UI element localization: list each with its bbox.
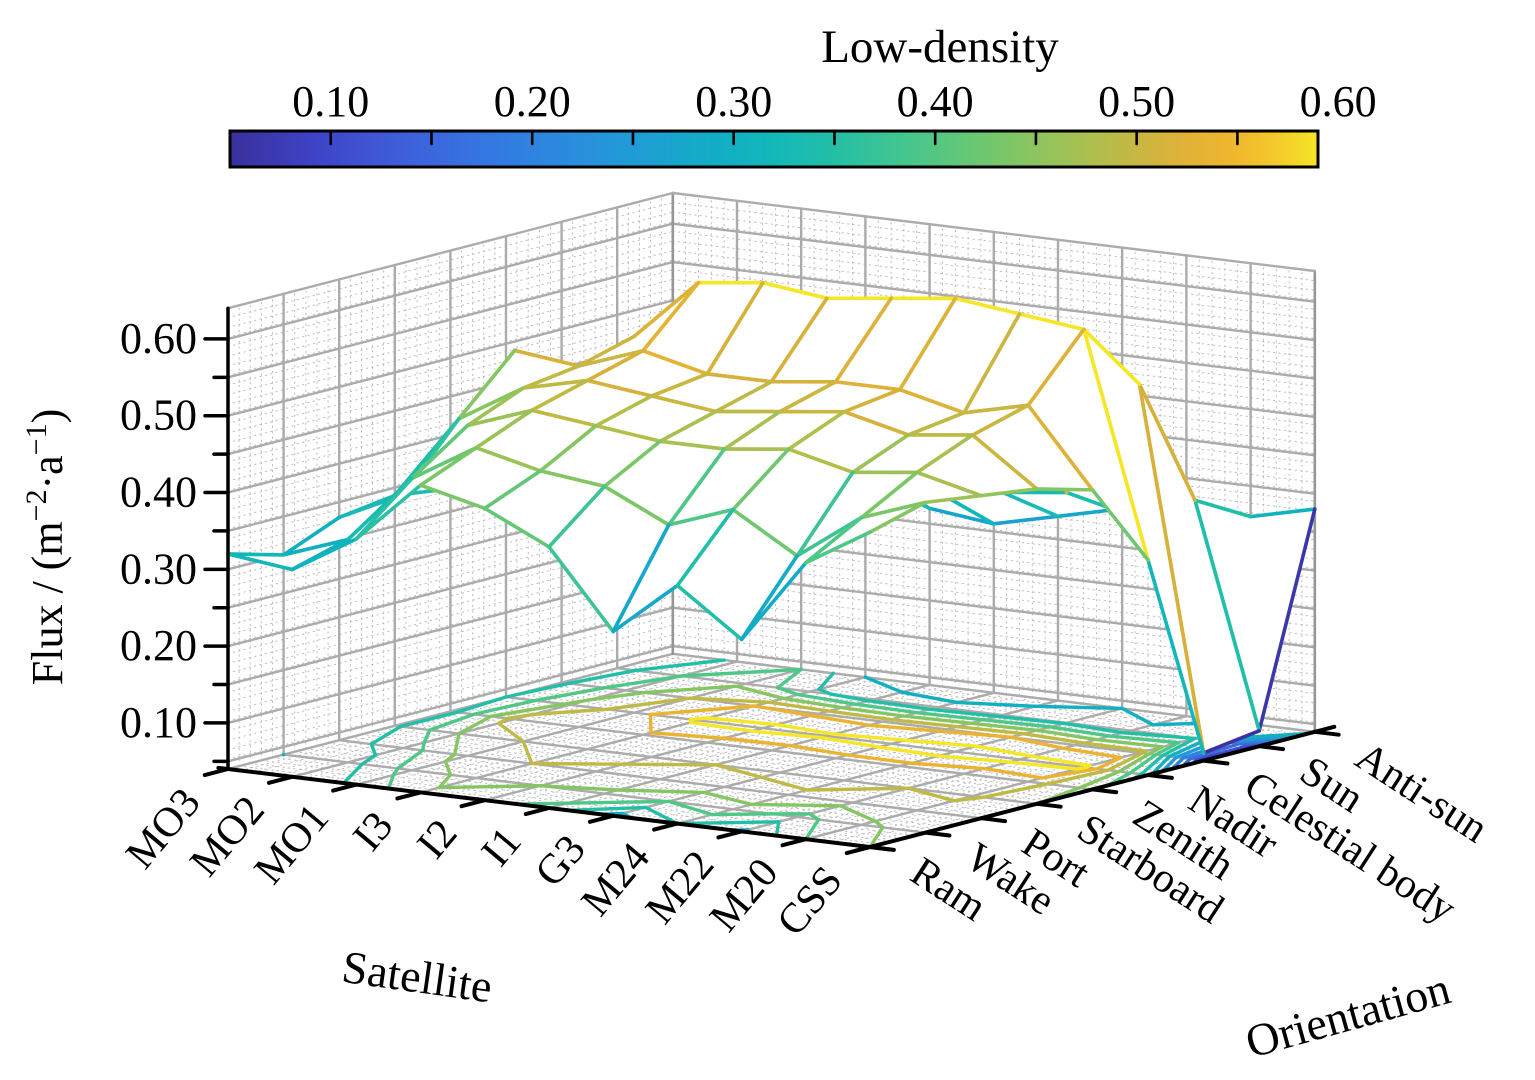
y-axis-title: Orientation xyxy=(1240,962,1456,1067)
x-tick-label-i2: I2 xyxy=(409,811,467,867)
colorbar-tick-label: 0.40 xyxy=(897,77,974,126)
z-tick-label: 0.50 xyxy=(120,391,197,440)
x-tick-label-i1: I1 xyxy=(473,819,531,875)
z-axis-title: Flux / (m−2·a−1) xyxy=(20,409,72,685)
x-axis-title: Satellite xyxy=(339,941,495,1012)
y-axis xyxy=(854,724,1341,853)
x-tick-label-m20: M20 xyxy=(701,850,787,940)
colorbar-tick-label: 0.20 xyxy=(494,77,571,126)
x-tick-label-css: CSS xyxy=(768,858,851,945)
z-tick-label: 0.40 xyxy=(120,468,197,517)
colorbar-tick-label: 0.60 xyxy=(1300,77,1377,126)
z-axis xyxy=(203,306,230,771)
z-tick-label: 0.10 xyxy=(120,698,197,747)
colorbar-tick-label: 0.10 xyxy=(292,77,369,126)
colorbar-title: Low-density xyxy=(821,21,1059,73)
x-tick-label-i3: I3 xyxy=(345,803,403,859)
z-tick-label: 0.30 xyxy=(120,544,197,593)
colorbar-tick-label: 0.50 xyxy=(1098,77,1175,126)
axes xyxy=(202,306,1341,856)
z-tick-label: 0.20 xyxy=(120,621,197,670)
colorbar-gradient xyxy=(228,129,1320,169)
colorbar-tick-label: 0.30 xyxy=(695,77,772,126)
z-tick-label: 0.60 xyxy=(120,314,197,363)
mesh-surface xyxy=(226,280,1317,755)
colorbar: 0.10 0.20 0.30 0.40 0.50 0.60 Low-density xyxy=(228,21,1377,169)
